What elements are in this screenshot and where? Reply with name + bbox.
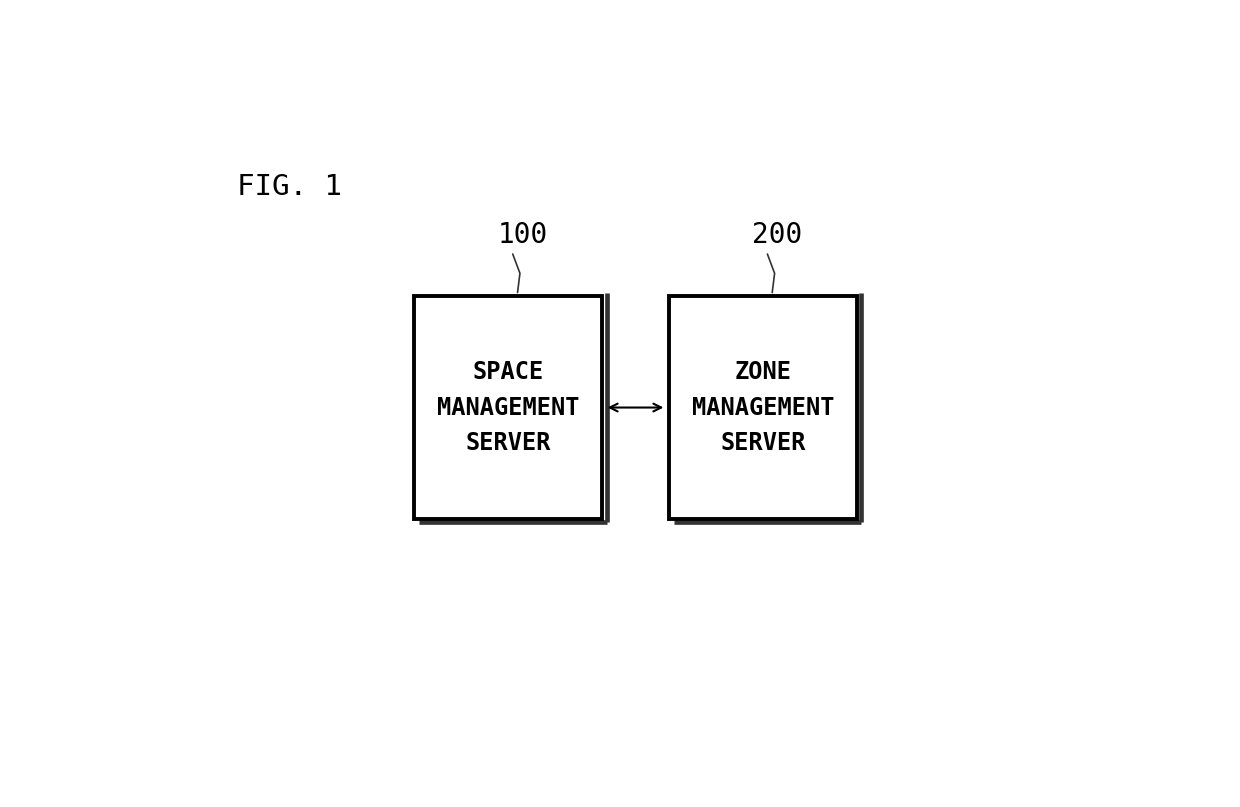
Text: FIG. 1: FIG. 1 bbox=[237, 173, 342, 201]
Text: SPACE
MANAGEMENT
SERVER: SPACE MANAGEMENT SERVER bbox=[436, 360, 579, 455]
Bar bbox=[670, 295, 857, 520]
Bar bbox=[414, 295, 601, 520]
Text: 100: 100 bbox=[497, 221, 548, 249]
Text: 200: 200 bbox=[751, 221, 802, 249]
Text: ZONE
MANAGEMENT
SERVER: ZONE MANAGEMENT SERVER bbox=[692, 360, 835, 455]
